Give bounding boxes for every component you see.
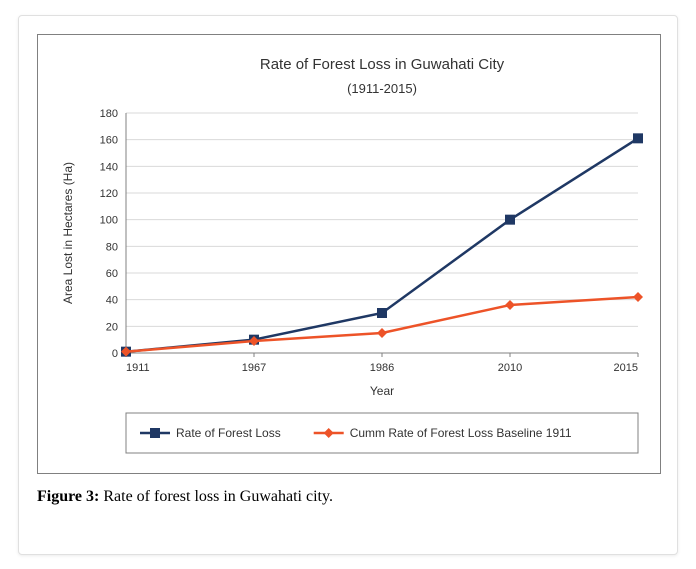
x-tick-label: 1911 [126, 362, 150, 374]
legend-label: Cumm Rate of Forest Loss Baseline 1911 [350, 426, 572, 440]
chart-frame: Rate of Forest Loss in Guwahati City (191… [37, 34, 661, 474]
y-tick-label: 120 [100, 188, 118, 200]
figure-caption: Figure 3: Rate of forest loss in Guwahat… [37, 488, 659, 506]
data-marker [505, 214, 515, 224]
x-tick-label: 1967 [242, 362, 266, 374]
data-marker [633, 133, 643, 143]
figure-card: Rate of Forest Loss in Guwahati City (191… [18, 15, 678, 555]
y-tick-label: 100 [100, 214, 118, 226]
chart-svg: Rate of Forest Loss in Guwahati City (191… [38, 35, 660, 473]
y-tick-label: 160 [100, 134, 118, 146]
figure-label: Figure 3: [37, 488, 99, 505]
y-tick-label: 140 [100, 161, 118, 173]
y-tick-label: 20 [106, 321, 118, 333]
data-marker [377, 308, 387, 318]
y-tick-label: 0 [112, 348, 118, 360]
chart-subtitle: (1911-2015) [347, 81, 417, 96]
x-tick-label: 1986 [370, 362, 394, 374]
x-tick-label: 2010 [498, 362, 522, 374]
x-tick-label: 2015 [614, 362, 638, 374]
legend-label: Rate of Forest Loss [176, 426, 281, 440]
data-marker [150, 428, 160, 438]
chart-title: Rate of Forest Loss in Guwahati City [260, 56, 505, 73]
y-tick-label: 80 [106, 241, 118, 253]
y-axis-label: Area Lost in Hectares (Ha) [61, 161, 75, 303]
y-tick-label: 180 [100, 108, 118, 120]
figure-caption-text: Rate of forest loss in Guwahati city. [103, 488, 333, 505]
y-tick-label: 60 [106, 268, 118, 280]
y-tick-label: 40 [106, 294, 118, 306]
x-axis-label: Year [370, 384, 394, 398]
